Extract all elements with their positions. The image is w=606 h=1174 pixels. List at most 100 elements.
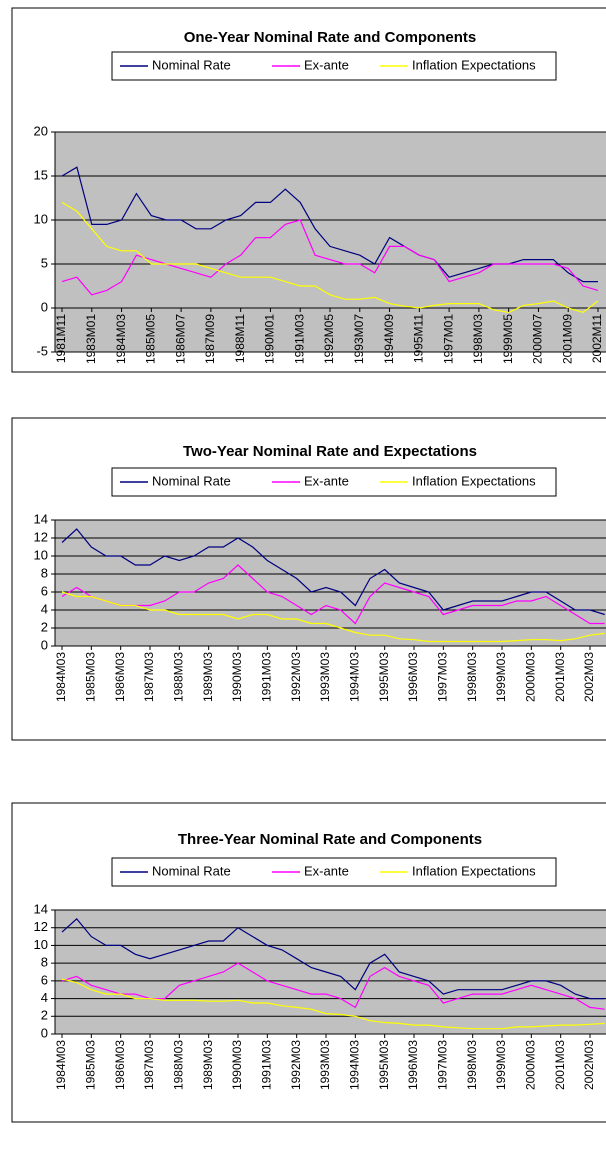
- x-tick-label: 1998M03: [471, 314, 485, 364]
- plot-area: [55, 910, 606, 1034]
- x-tick-label: 2000M03: [523, 652, 537, 702]
- legend-box: [111, 857, 557, 887]
- x-tick-label: 2002M03: [582, 652, 596, 702]
- x-tick-label: 1981M11: [54, 314, 68, 363]
- series-line: [61, 918, 605, 1000]
- x-tick-label: 1986M03: [113, 1040, 127, 1090]
- y-tick-label: 20: [34, 123, 48, 138]
- x-tick-label: 1985M03: [83, 652, 97, 702]
- x-tick-label: 1996M03: [406, 652, 420, 702]
- x-tick-label: 1985M05: [143, 314, 157, 364]
- y-tick-label: 10: [34, 547, 48, 562]
- legend-label: Nominal Rate: [152, 863, 231, 878]
- y-tick-label: 6: [41, 972, 48, 987]
- y-tick-label: 4: [41, 601, 48, 616]
- chart-title: Two-Year Nominal Rate and Expectations: [183, 443, 477, 460]
- series-line: [61, 591, 605, 643]
- legend-label: Inflation Expectations: [412, 57, 536, 72]
- y-tick-label: 15: [34, 167, 48, 182]
- x-tick-label: 1989M03: [201, 652, 215, 702]
- plot-area: [55, 132, 606, 352]
- y-tick-label: -5: [36, 343, 48, 358]
- x-tick-label: 1993M03: [318, 652, 332, 702]
- legend-label: Inflation Expectations: [412, 473, 536, 488]
- legend-box: [111, 51, 557, 81]
- x-tick-label: 2002M11: [590, 314, 604, 363]
- x-tick-label: 1993M07: [352, 314, 366, 364]
- chart-title: One-Year Nominal Rate and Components: [184, 29, 477, 46]
- y-tick-label: 8: [41, 565, 48, 580]
- y-tick-label: 0: [41, 637, 48, 652]
- x-tick-label: 1997M01: [441, 314, 455, 364]
- x-tick-label: 1987M09: [203, 314, 217, 364]
- series-line: [61, 978, 605, 1030]
- legend-label: Inflation Expectations: [412, 863, 536, 878]
- x-tick-label: 1990M03: [230, 1040, 244, 1090]
- x-tick-label: 1998M03: [465, 1040, 479, 1090]
- y-tick-label: 8: [41, 955, 48, 970]
- x-tick-label: 1986M03: [113, 652, 127, 702]
- x-tick-label: 1987M03: [142, 652, 156, 702]
- x-tick-label: 1999M03: [494, 652, 508, 702]
- x-tick-label: 1997M03: [435, 1040, 449, 1090]
- y-tick-label: 10: [34, 937, 48, 952]
- x-tick-label: 1995M03: [377, 1040, 391, 1090]
- x-tick-label: 1994M09: [382, 314, 396, 364]
- y-tick-label: 10: [34, 211, 48, 226]
- x-tick-label: 1991M03: [292, 314, 306, 364]
- x-tick-label: 1996M03: [406, 1040, 420, 1090]
- y-tick-label: 0: [41, 299, 48, 314]
- x-tick-label: 1990M01: [263, 314, 277, 364]
- x-tick-label: 1990M03: [230, 652, 244, 702]
- y-tick-label: 5: [41, 255, 48, 270]
- x-tick-label: 2001M03: [553, 652, 567, 702]
- x-tick-label: 1985M03: [83, 1040, 97, 1090]
- x-tick-label: 1992M05: [322, 314, 336, 364]
- plot-area: [55, 520, 606, 646]
- y-tick-label: 12: [34, 919, 48, 934]
- x-tick-label: 1984M03: [54, 1040, 68, 1090]
- x-tick-label: 1995M11: [411, 314, 425, 363]
- x-tick-label: 1998M03: [465, 652, 479, 702]
- x-tick-label: 1999M05: [501, 314, 515, 364]
- x-tick-label: 1983M01: [84, 314, 98, 364]
- series-line: [61, 528, 605, 616]
- x-tick-label: 1988M11: [233, 314, 247, 363]
- legend-label: Ex-ante: [304, 57, 349, 72]
- chart-title: Three-Year Nominal Rate and Components: [178, 831, 482, 848]
- y-tick-label: 2: [41, 1008, 48, 1023]
- x-tick-label: 1993M03: [318, 1040, 332, 1090]
- y-tick-label: 4: [41, 990, 48, 1005]
- legend-label: Nominal Rate: [152, 473, 231, 488]
- x-tick-label: 1987M03: [142, 1040, 156, 1090]
- x-tick-label: 2001M03: [553, 1040, 567, 1090]
- x-tick-label: 1988M03: [171, 652, 185, 702]
- x-tick-label: 1984M03: [54, 652, 68, 702]
- x-tick-label: 1988M03: [171, 1040, 185, 1090]
- y-tick-label: 2: [41, 619, 48, 634]
- series-line: [61, 219, 599, 296]
- x-tick-label: 2002M03: [582, 1040, 596, 1090]
- x-tick-label: 1992M03: [289, 1040, 303, 1090]
- y-tick-label: 14: [34, 511, 48, 526]
- x-tick-label: 1986M07: [173, 314, 187, 364]
- y-tick-label: 0: [41, 1025, 48, 1040]
- x-tick-label: 1995M03: [377, 652, 391, 702]
- series-line: [61, 201, 599, 314]
- x-tick-label: 2000M07: [531, 314, 545, 364]
- x-tick-label: 1991M03: [259, 652, 273, 702]
- y-tick-label: 12: [34, 529, 48, 544]
- y-tick-label: 6: [41, 583, 48, 598]
- x-tick-label: 1994M03: [347, 652, 361, 702]
- x-tick-label: 1984M03: [114, 314, 128, 364]
- series-line: [61, 564, 605, 625]
- legend-box: [111, 467, 557, 497]
- legend-label: Ex-ante: [304, 863, 349, 878]
- x-tick-label: 1989M03: [201, 1040, 215, 1090]
- x-tick-label: 2001M09: [560, 314, 574, 364]
- x-tick-label: 2000M03: [523, 1040, 537, 1090]
- x-tick-label: 1992M03: [289, 652, 303, 702]
- legend-label: Nominal Rate: [152, 57, 231, 72]
- y-tick-label: 14: [34, 901, 48, 916]
